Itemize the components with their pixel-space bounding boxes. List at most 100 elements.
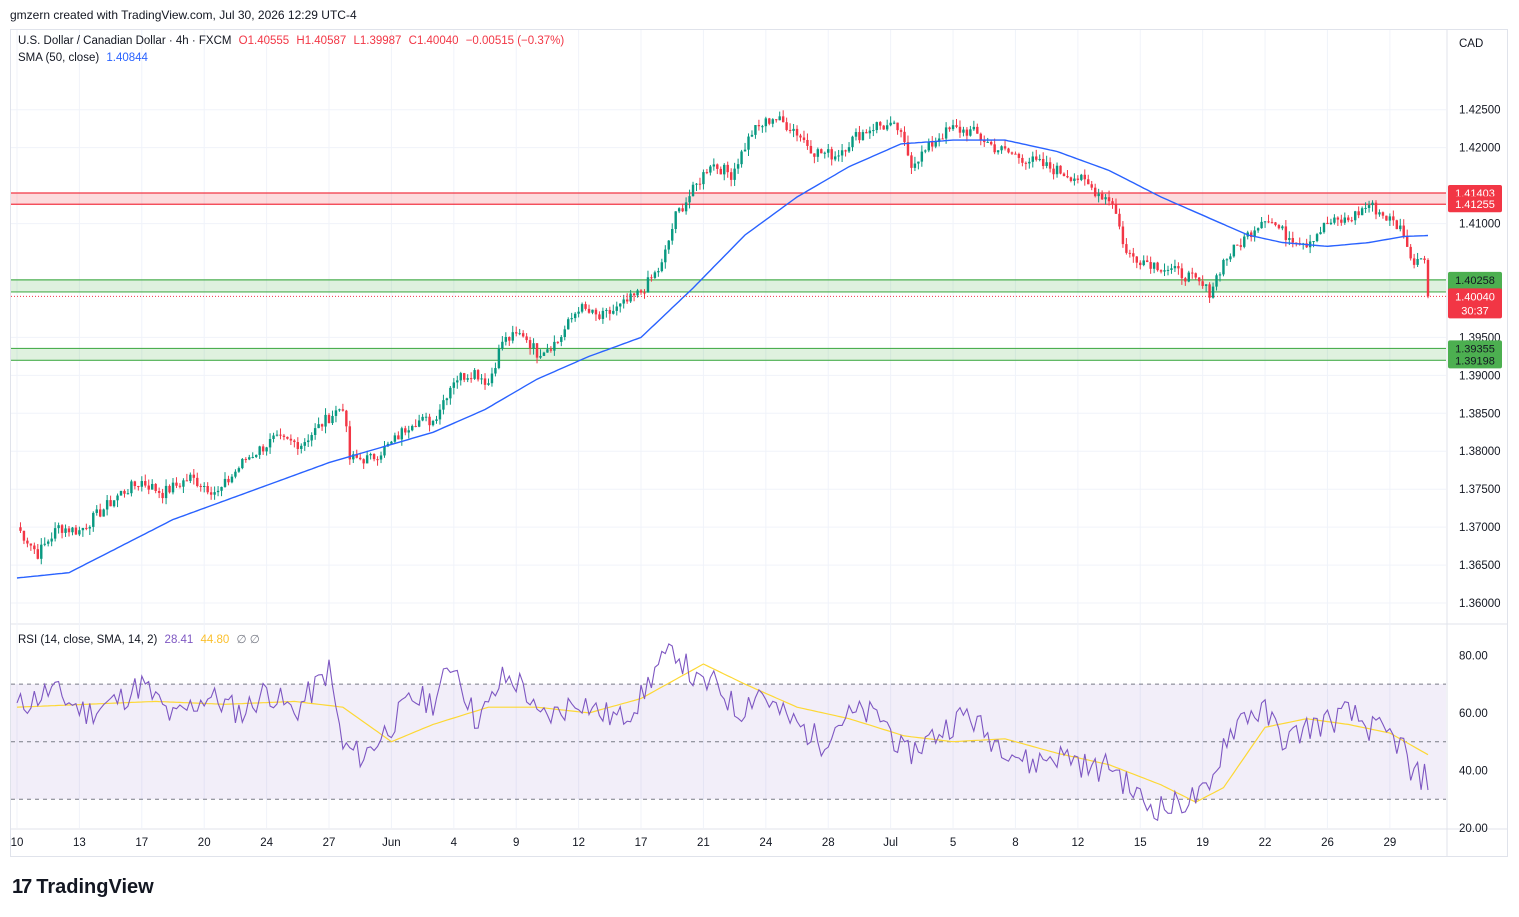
- rsi-ma-value: 44.80: [200, 634, 230, 646]
- candle-body: [847, 147, 851, 152]
- candle: [1350, 216, 1353, 223]
- candle-body: [861, 132, 865, 141]
- candle: [646, 270, 650, 293]
- sma-line: [16, 139, 1429, 579]
- candle-body: [1000, 146, 1003, 151]
- candle-body: [688, 196, 691, 203]
- price-tick-label: 1.38000: [1459, 446, 1501, 458]
- candle: [1197, 277, 1201, 286]
- candle-body: [116, 495, 119, 501]
- candle: [19, 522, 22, 534]
- candle: [466, 374, 469, 383]
- sma-legend[interactable]: SMA (50, close) 1.40844: [18, 52, 152, 64]
- candle-body: [778, 116, 781, 121]
- candle: [452, 378, 456, 395]
- candle-body: [147, 485, 150, 490]
- candle: [411, 424, 414, 432]
- bar-countdown-label: 30:37: [1461, 305, 1489, 317]
- candle: [1087, 174, 1090, 185]
- candle-body: [1395, 220, 1399, 230]
- candle-body: [813, 153, 816, 157]
- candle: [868, 126, 872, 139]
- candle-body: [716, 164, 719, 169]
- candle-body: [1204, 284, 1208, 286]
- candle-body: [736, 164, 740, 169]
- candle-body: [1409, 246, 1412, 259]
- candle: [840, 144, 844, 163]
- symbol-label[interactable]: U.S. Dollar / Canadian Dollar · 4h · FXC…: [18, 35, 232, 47]
- price-tick-label: 1.38500: [1459, 408, 1501, 420]
- candle-body: [476, 370, 480, 380]
- candle: [833, 151, 837, 162]
- candle: [1132, 247, 1135, 263]
- candle: [26, 537, 29, 548]
- candle-body: [414, 425, 417, 427]
- candle: [937, 133, 941, 147]
- candle: [594, 307, 598, 321]
- candle: [1156, 261, 1159, 272]
- candle-body: [671, 228, 674, 241]
- candle-body: [892, 122, 896, 124]
- candle-body: [324, 414, 327, 427]
- candle-body: [958, 126, 962, 133]
- candle: [657, 267, 660, 277]
- candle-body: [844, 150, 847, 152]
- candle: [189, 472, 192, 484]
- candle-body: [483, 378, 487, 385]
- candle: [1125, 238, 1128, 255]
- candle-body: [920, 151, 924, 162]
- candle-body: [43, 543, 46, 545]
- candle-body: [490, 373, 494, 384]
- candle: [449, 385, 452, 405]
- candle-body: [192, 474, 196, 478]
- zone-price-tag: [1448, 196, 1502, 213]
- candle: [743, 142, 747, 152]
- candle: [1329, 218, 1333, 226]
- candle: [1385, 215, 1388, 221]
- candle: [123, 489, 126, 498]
- candle-body: [1256, 228, 1260, 231]
- candle: [903, 126, 906, 146]
- candle-body: [417, 420, 421, 427]
- candle-body: [237, 468, 241, 472]
- candle: [889, 116, 892, 127]
- candle: [1080, 173, 1083, 182]
- candle-body: [830, 149, 833, 160]
- currency-label[interactable]: CAD: [1459, 38, 1484, 50]
- candle-body: [1416, 258, 1419, 265]
- candle-body: [872, 130, 875, 132]
- candle: [445, 397, 449, 406]
- rsi-legend[interactable]: RSI (14, close, SMA, 14, 2) 28.41 44.80 …: [18, 632, 264, 646]
- candle-body: [660, 262, 664, 272]
- candle-body: [1038, 158, 1041, 160]
- candle: [605, 308, 608, 318]
- candle: [365, 450, 369, 464]
- candle-body: [1215, 275, 1218, 287]
- candle-body: [1222, 259, 1225, 275]
- candle-body: [889, 122, 892, 126]
- candle-body: [823, 152, 826, 154]
- ohlc-high: H1.40587: [296, 35, 347, 47]
- candle: [476, 369, 480, 382]
- candle: [882, 124, 885, 130]
- candle-body: [1007, 148, 1010, 153]
- candle: [362, 458, 365, 469]
- candle: [778, 111, 781, 121]
- candle-body: [272, 435, 275, 439]
- candle-body: [46, 541, 50, 544]
- candle-body: [1166, 269, 1170, 271]
- candle: [948, 126, 951, 132]
- time-tick-label: 24: [260, 837, 273, 849]
- candle: [1402, 219, 1405, 239]
- candle: [1024, 161, 1028, 170]
- candle: [1423, 255, 1426, 264]
- candle-body: [168, 485, 171, 493]
- candle-body: [1062, 173, 1066, 177]
- candle-body: [768, 118, 771, 124]
- candle: [792, 123, 795, 138]
- candle-body: [393, 435, 397, 442]
- candle-body: [1145, 260, 1149, 263]
- candle-body: [1229, 256, 1232, 260]
- candle: [851, 135, 854, 152]
